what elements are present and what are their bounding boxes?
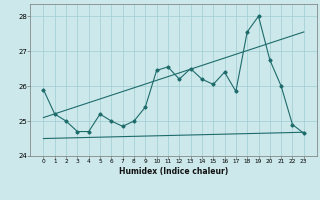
- X-axis label: Humidex (Indice chaleur): Humidex (Indice chaleur): [119, 167, 228, 176]
